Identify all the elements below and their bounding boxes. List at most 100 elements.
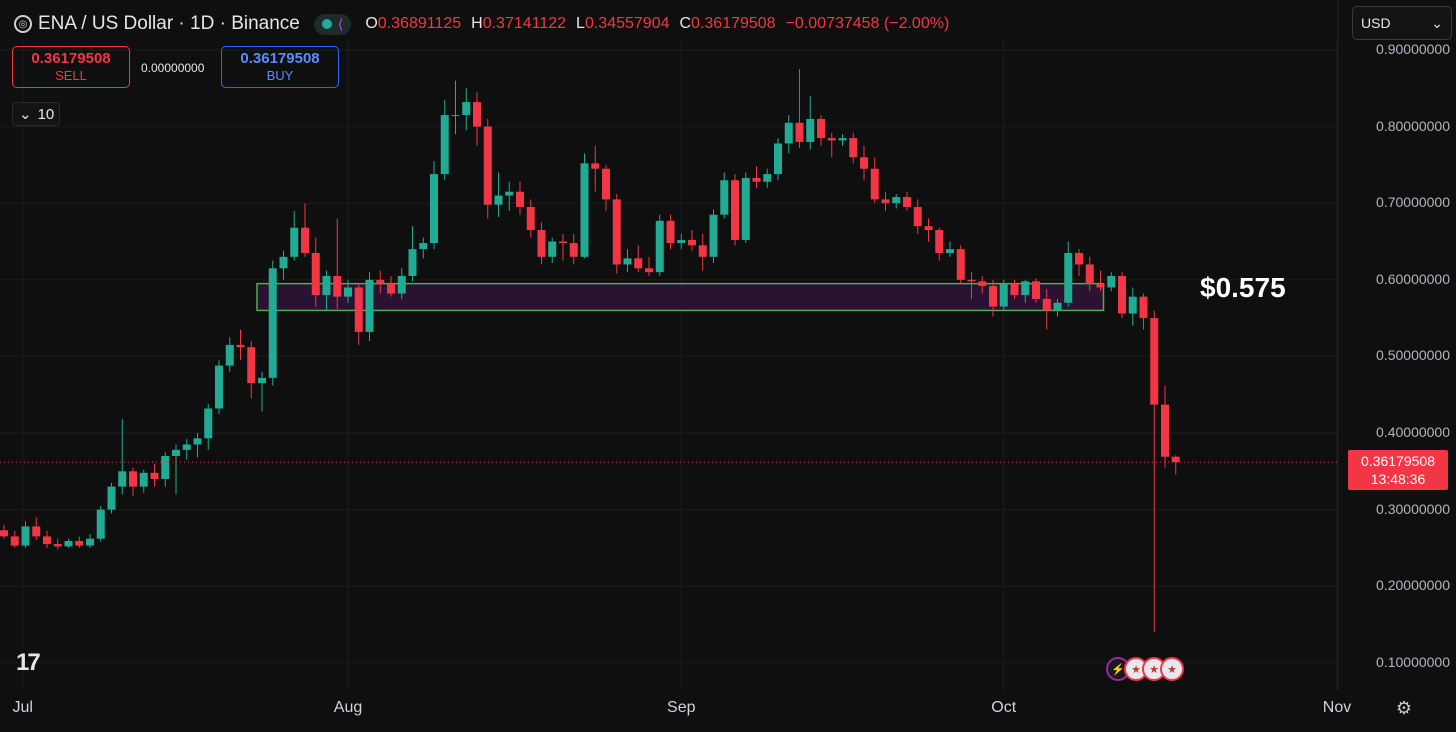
candle [1096, 270, 1105, 292]
candle [462, 88, 471, 131]
candle [225, 337, 234, 372]
candle [129, 467, 137, 496]
bar-countdown: 13:48:36 [1370, 471, 1426, 487]
candle-body [451, 115, 460, 117]
candles [0, 69, 1180, 633]
candle [849, 132, 858, 164]
candle-body [473, 102, 481, 127]
candle [258, 371, 266, 412]
support-zone [256, 282, 1105, 312]
price-tick-label: 0.50000000 [1376, 347, 1450, 364]
candle [1085, 256, 1094, 292]
quantity-selector[interactable]: ⌄ 10 [12, 102, 60, 126]
candle [903, 191, 911, 211]
candle-body [666, 220, 675, 244]
candle [591, 145, 600, 192]
candle-body [1085, 264, 1094, 284]
candle-body [193, 438, 202, 445]
candle [999, 279, 1008, 311]
quantity-value: 10 [37, 105, 55, 123]
candle [666, 214, 675, 250]
buy-price: 0.36179508 [240, 50, 320, 67]
live-dot-icon [321, 19, 332, 29]
candle-body [10, 536, 19, 546]
candle-body [172, 449, 180, 456]
candle [494, 172, 503, 217]
candle-body [881, 199, 890, 204]
candle-body [215, 365, 223, 409]
price-annotation: $0.575 [1200, 272, 1286, 303]
candle-body [999, 283, 1008, 307]
candle [322, 270, 331, 311]
candle [569, 233, 578, 265]
open-value: 0.36891125 [377, 15, 462, 32]
event-markers[interactable]: ⚡ ★ ★ ★ [1106, 657, 1184, 681]
candle [419, 237, 428, 259]
current-price-value: 0.36179508 [1361, 453, 1435, 469]
candle [64, 538, 73, 548]
candle [32, 517, 41, 541]
candle [75, 536, 84, 548]
current-price-tag: 0.36179508 13:48:36 [1348, 450, 1448, 490]
candle-body [1032, 281, 1040, 299]
us-flag-event-icon[interactable]: ★ [1160, 657, 1184, 681]
data-glyph-icon: ⟨ [337, 15, 344, 32]
candle [365, 272, 374, 342]
candle [634, 245, 643, 273]
candle [956, 245, 965, 284]
candle-body [225, 344, 234, 366]
candle [268, 260, 277, 386]
ohlc-readout: O0.36891125 H0.37141122 L0.34557904 C0.3… [365, 15, 949, 33]
close-value: 0.36179508 [691, 15, 776, 32]
candle-body [935, 230, 944, 253]
candle-body [75, 541, 84, 546]
time-tick-label: Oct [991, 699, 1017, 716]
candle [892, 194, 901, 209]
candle-body [870, 168, 879, 200]
low-value: 0.34557904 [584, 15, 670, 32]
tradingview-logo[interactable]: 17 [16, 649, 41, 676]
candle [86, 534, 94, 548]
support-zone-box [256, 282, 1105, 312]
price-tick-label: 0.60000000 [1376, 270, 1450, 287]
time-tick-label: Sep [667, 699, 696, 716]
currency-selector[interactable]: USD ⌄ [1352, 6, 1452, 40]
candle-body [408, 249, 417, 276]
candle [1021, 279, 1030, 303]
candle-body [419, 243, 428, 250]
candle [827, 132, 836, 158]
symbol-title[interactable]: ENA / US Dollar · 1D · Binance [38, 13, 300, 34]
candle-body [645, 268, 653, 273]
candle [1042, 288, 1051, 330]
candle-body [1042, 298, 1051, 311]
candle-body [763, 174, 772, 182]
candle-body [494, 195, 503, 205]
settings-icon[interactable]: ⚙ [1395, 698, 1413, 718]
candle [279, 250, 288, 280]
sell-button[interactable]: 0.36179508 SELL [12, 46, 130, 88]
candle-body [86, 538, 94, 546]
candle-body [591, 163, 600, 169]
candle-body [709, 214, 718, 257]
candle-body [774, 143, 782, 175]
candle-body [279, 256, 288, 269]
live-indicator[interactable]: ⟨ [313, 13, 352, 35]
candle [301, 203, 309, 257]
candle [548, 237, 557, 263]
candle [1010, 279, 1019, 299]
candle [967, 272, 976, 299]
candle-body [333, 275, 342, 297]
buy-button[interactable]: 0.36179508 BUY [221, 46, 339, 88]
candle [236, 329, 245, 361]
candle [0, 524, 8, 539]
currency-value: USD [1361, 15, 1391, 31]
candle-body [784, 122, 793, 144]
candle-body [956, 249, 965, 280]
candle [107, 482, 116, 514]
high-value: 0.37141122 [482, 15, 567, 32]
candle-body [365, 279, 374, 332]
candle [935, 227, 944, 261]
candle-body [580, 163, 589, 257]
candle-body [1150, 318, 1159, 405]
